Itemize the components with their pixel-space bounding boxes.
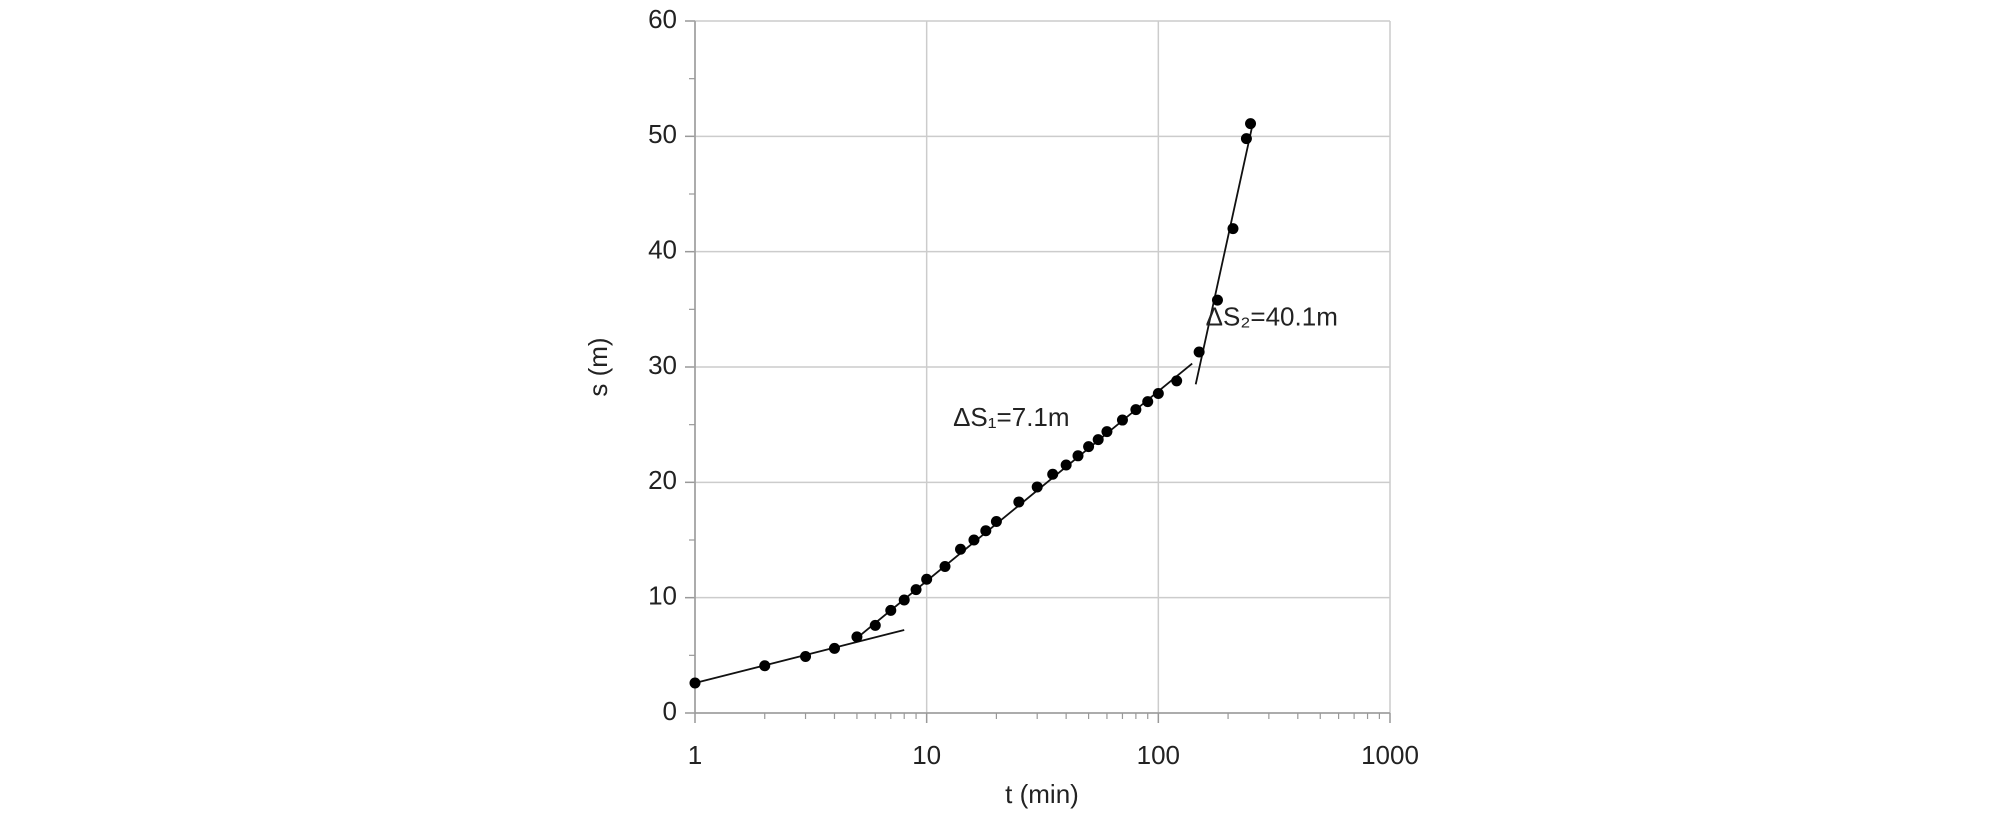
data-point bbox=[1116, 414, 1128, 426]
data-point bbox=[1130, 404, 1142, 416]
y-tick-label: 60 bbox=[648, 4, 677, 34]
data-point bbox=[921, 573, 933, 585]
data-point bbox=[1245, 118, 1257, 130]
data-point bbox=[851, 631, 863, 643]
y-tick-label: 0 bbox=[663, 696, 677, 726]
data-point bbox=[1060, 459, 1072, 471]
y-tick-label: 20 bbox=[648, 465, 677, 495]
data-point bbox=[968, 534, 980, 546]
data-point bbox=[898, 594, 910, 606]
x-tick-label: 1000 bbox=[1361, 740, 1419, 770]
data-point bbox=[1152, 388, 1164, 400]
data-point bbox=[759, 660, 771, 672]
data-point bbox=[980, 525, 992, 537]
data-point bbox=[1031, 481, 1043, 493]
data-point bbox=[869, 619, 881, 631]
y-axis-label: s (m) bbox=[583, 337, 613, 396]
data-point bbox=[1047, 468, 1059, 480]
x-tick-label: 1 bbox=[688, 740, 702, 770]
data-point bbox=[885, 604, 897, 616]
x-tick-label: 10 bbox=[912, 740, 941, 770]
data-point bbox=[1101, 426, 1113, 438]
data-point bbox=[955, 543, 967, 555]
data-point bbox=[1171, 375, 1183, 387]
data-point bbox=[828, 642, 840, 654]
data-point bbox=[910, 584, 922, 596]
annotation: ΔS₁=7.1m bbox=[953, 402, 1069, 432]
data-point bbox=[990, 516, 1002, 528]
data-point bbox=[1193, 346, 1205, 358]
data-point bbox=[689, 677, 701, 689]
data-point bbox=[1013, 496, 1025, 508]
y-tick-label: 40 bbox=[648, 235, 677, 265]
data-point bbox=[1083, 441, 1095, 453]
y-tick-label: 50 bbox=[648, 119, 677, 149]
data-point bbox=[939, 561, 951, 573]
x-axis-label: t (min) bbox=[1005, 779, 1079, 809]
data-point bbox=[1072, 450, 1084, 462]
data-point bbox=[1240, 133, 1252, 145]
data-point bbox=[1092, 434, 1104, 446]
fit-line bbox=[1194, 124, 1254, 385]
data-point bbox=[1211, 294, 1223, 306]
fit-line bbox=[694, 629, 905, 684]
y-tick-label: 30 bbox=[648, 350, 677, 380]
y-tick-label: 10 bbox=[648, 581, 677, 611]
data-point bbox=[800, 650, 812, 662]
annotation: ΔS₂=40.1m bbox=[1206, 301, 1338, 331]
data-point bbox=[1227, 223, 1239, 235]
x-tick-label: 100 bbox=[1137, 740, 1180, 770]
data-point bbox=[1142, 396, 1154, 408]
